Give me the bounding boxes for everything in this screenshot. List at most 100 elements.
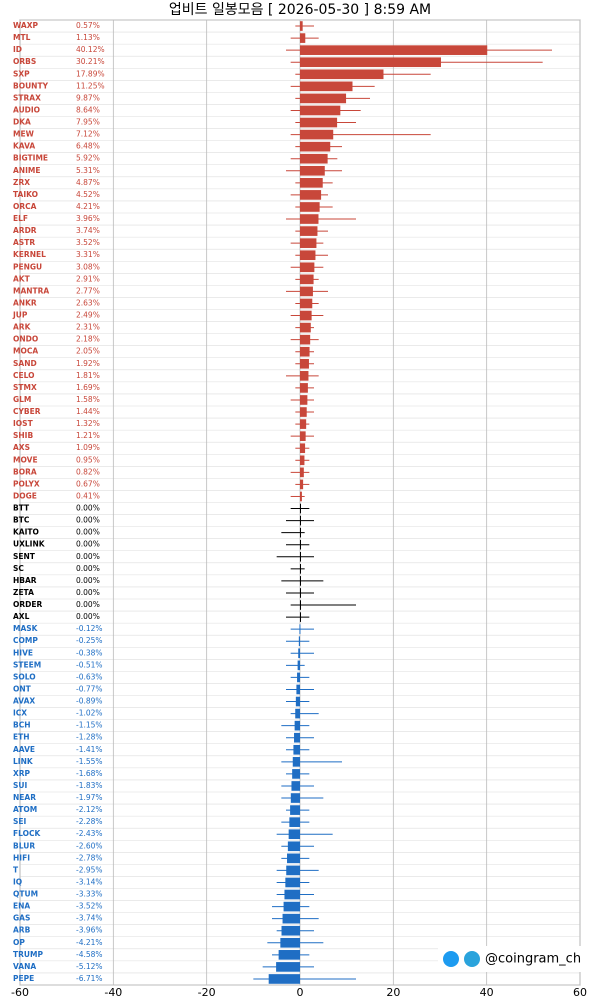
value-label: -0.25% [76,636,103,645]
category-label: STMX [13,383,37,392]
value-label: 4.21% [76,202,100,211]
category-label: ANKR [13,298,37,307]
bar [292,757,300,767]
bar [300,539,301,550]
bar [282,913,300,924]
watermark-text: @coingram_ch [485,952,581,967]
category-label: PENGU [13,262,42,271]
bar [300,443,306,454]
bar [300,310,312,321]
value-label: 0.41% [76,491,100,500]
category-label: SHIB [13,431,33,440]
category-label: TRUMP [13,950,43,959]
category-label: AVAX [13,697,35,706]
bar [287,853,300,864]
value-label: 0.00% [76,612,100,621]
bar [295,696,300,707]
category-label: SUI [13,781,27,790]
category-label: CYBER [13,407,41,416]
category-label: ARDR [13,226,37,235]
value-label: 0.00% [76,516,100,525]
bar [300,503,301,514]
bar [300,298,313,309]
value-label: -1.41% [76,745,103,754]
category-label: XRP [13,769,31,778]
x-tick-label: -20 [198,986,216,999]
category-label: AAVE [13,745,35,754]
category-label: ASTR [13,238,35,247]
value-label: 40.12% [76,45,105,54]
bar [298,648,300,659]
bar [300,551,301,562]
bar [300,383,308,393]
value-label: -1.83% [76,781,103,790]
bar [300,491,302,502]
category-label: POLYX [13,479,40,488]
telegram-icon [464,951,480,967]
category-label: BLUR [13,841,35,850]
category-label: SEI [13,817,27,826]
category-label: AUDIO [13,105,40,114]
value-label: 7.12% [76,130,100,139]
category-label: KAVA [13,142,35,151]
category-label: KERNEL [13,250,46,259]
bar [284,889,300,900]
bar [300,214,319,224]
bar [300,105,341,116]
bar [278,950,300,960]
bar [300,395,308,405]
value-label: -6.71% [76,974,103,983]
value-label: -2.95% [76,865,103,874]
bar [291,781,300,791]
x-tick-label: 0 [297,986,304,999]
bar [283,901,300,912]
value-label: 0.00% [76,552,100,561]
bar [300,141,331,152]
bar [300,202,320,212]
bar [300,21,303,31]
value-label: 1.81% [76,371,100,380]
value-label: -0.77% [76,684,103,693]
category-label: MEW [13,130,35,139]
value-label: 0.00% [76,528,100,537]
category-label: MASK [13,624,39,633]
category-label: COMP [13,636,38,645]
bar [300,178,323,188]
twitter-icon [443,951,459,967]
value-label: 8.64% [76,105,100,114]
bar [300,45,488,55]
category-label: ID [13,45,22,54]
category-label: WAXP [13,21,39,30]
value-label: 4.52% [76,190,100,199]
value-label: 7.95% [76,118,100,127]
value-label: 0.00% [76,504,100,513]
value-label: -2.28% [76,817,103,826]
value-label: -4.21% [76,938,103,947]
value-label: 2.31% [76,323,100,332]
category-label: SXP [13,69,30,78]
bar [296,684,300,695]
bar [300,588,301,598]
category-label: SOLO [13,672,36,681]
value-label: 11.25% [76,81,105,90]
value-label: 0.67% [76,479,100,488]
bar [300,190,322,200]
category-label: STEEM [13,660,41,669]
bar [290,805,300,815]
value-label: -5.12% [76,962,103,971]
bar [300,226,318,236]
value-label: 1.21% [76,431,100,440]
bar [300,467,304,478]
category-label: ETH [13,733,30,742]
category-label: ENA [13,902,30,911]
value-label: -2.78% [76,853,103,862]
category-label: SC [13,564,24,573]
x-tick-label: -60 [11,986,29,999]
category-label: UXLINK [13,540,46,549]
bar [297,660,300,671]
bar [294,732,300,743]
bar [300,564,301,574]
bar [280,937,300,948]
bar [300,455,305,466]
category-label: JUP [12,311,28,320]
